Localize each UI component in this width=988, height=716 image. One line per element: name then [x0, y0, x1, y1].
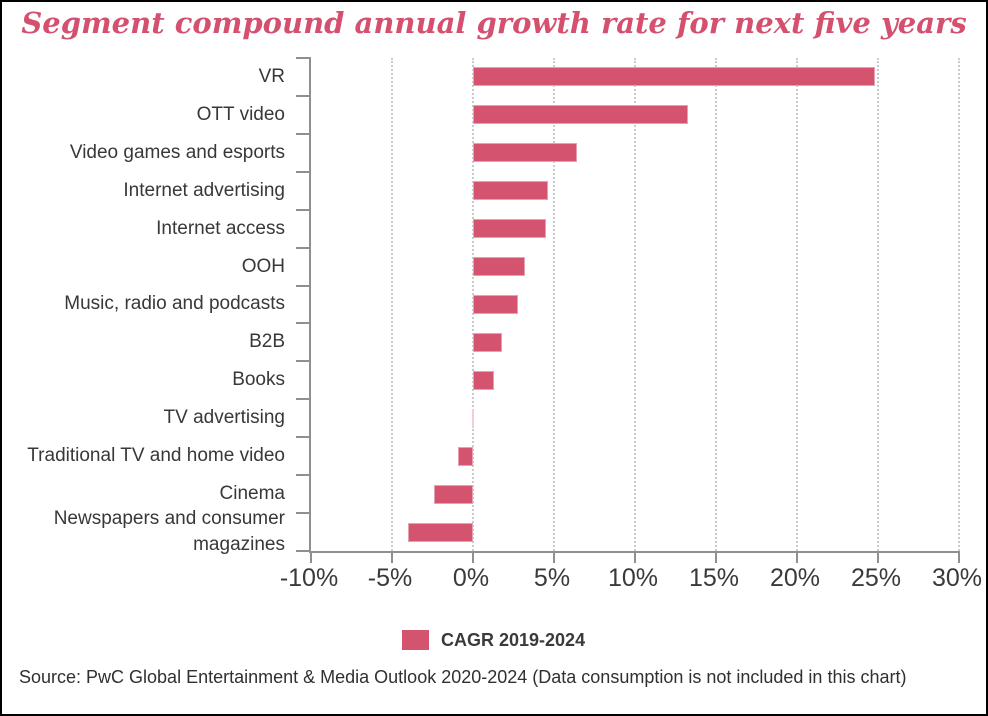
y-axis-tick: [296, 209, 311, 211]
x-axis-label: -5%: [367, 564, 413, 592]
chart-bar: [473, 257, 525, 277]
x-axis-tick: [958, 551, 960, 563]
gridline: [634, 58, 636, 551]
x-axis-tick: [472, 551, 474, 563]
y-axis-tick: [296, 322, 311, 324]
chart-bar: [473, 332, 503, 352]
x-axis-label: 5%: [533, 564, 571, 592]
legend-swatch: [402, 630, 429, 650]
x-axis-label: 25%: [850, 564, 902, 592]
x-axis-tick: [553, 551, 555, 563]
category-label: Music, radio and podcasts: [64, 293, 285, 315]
chart-bar: [473, 370, 495, 390]
x-axis-tick: [877, 551, 879, 563]
y-axis-tick: [296, 398, 311, 400]
y-axis-tick: [296, 512, 311, 514]
source-note: Source: PwC Global Entertainment & Media…: [19, 667, 907, 687]
chart-bar: [473, 67, 875, 87]
chart-title: Segment compound annual growth rate for …: [21, 6, 967, 40]
chart-bar: [473, 143, 577, 163]
category-label: Cinema: [219, 483, 285, 505]
category-label: Traditional TV and home video: [27, 445, 285, 467]
x-axis-tick: [310, 551, 312, 563]
gridline: [877, 58, 879, 551]
chart-bar: [434, 484, 473, 504]
x-axis-label: 20%: [769, 564, 821, 592]
y-axis-tick: [296, 95, 311, 97]
gridline: [715, 58, 717, 551]
gridline: [796, 58, 798, 551]
chart-bar: [472, 408, 474, 428]
category-label: Internet advertising: [123, 179, 285, 201]
x-axis-tick: [634, 551, 636, 563]
y-axis-tick: [296, 550, 311, 552]
y-axis-tick: [296, 171, 311, 173]
chart-bar: [458, 446, 473, 466]
y-axis-tick: [296, 360, 311, 362]
legend: CAGR 2019-2024: [402, 628, 585, 652]
y-axis-tick: [296, 133, 311, 135]
gridline: [391, 58, 393, 551]
x-axis-tick: [796, 551, 798, 563]
chart-bar: [473, 181, 548, 201]
category-label: OTT video: [196, 103, 285, 125]
chart-bar: [473, 295, 519, 314]
category-label: B2B: [249, 331, 285, 353]
chart-bar: [473, 219, 546, 239]
legend-label: CAGR 2019-2024: [441, 629, 586, 650]
plot-area: [296, 57, 960, 563]
category-label: Video games and esports: [69, 141, 285, 163]
gridline: [553, 58, 555, 551]
category-label: VR: [258, 65, 285, 87]
y-axis-tick: [296, 436, 311, 438]
chart-bar: [408, 522, 473, 542]
x-axis-label: -10%: [279, 564, 339, 592]
y-axis-tick: [296, 57, 311, 59]
category-label: TV advertising: [163, 407, 285, 429]
category-label: OOH: [241, 255, 285, 277]
x-axis-label: 15%: [688, 564, 740, 592]
x-axis-tick: [391, 551, 393, 563]
category-label: Books: [232, 369, 285, 391]
x-axis-tick: [715, 551, 717, 563]
chart-bar: [473, 105, 689, 125]
y-axis-tick: [296, 285, 311, 287]
x-axis-label: 30%: [931, 564, 983, 592]
x-axis-label: 0%: [452, 564, 490, 592]
gridline: [958, 58, 960, 551]
category-label: Newspapers and consumer magazines: [53, 508, 285, 556]
x-axis-label: 10%: [607, 564, 659, 592]
category-label: Internet access: [156, 217, 285, 239]
y-axis-tick: [296, 474, 311, 476]
y-axis-tick: [296, 247, 311, 249]
